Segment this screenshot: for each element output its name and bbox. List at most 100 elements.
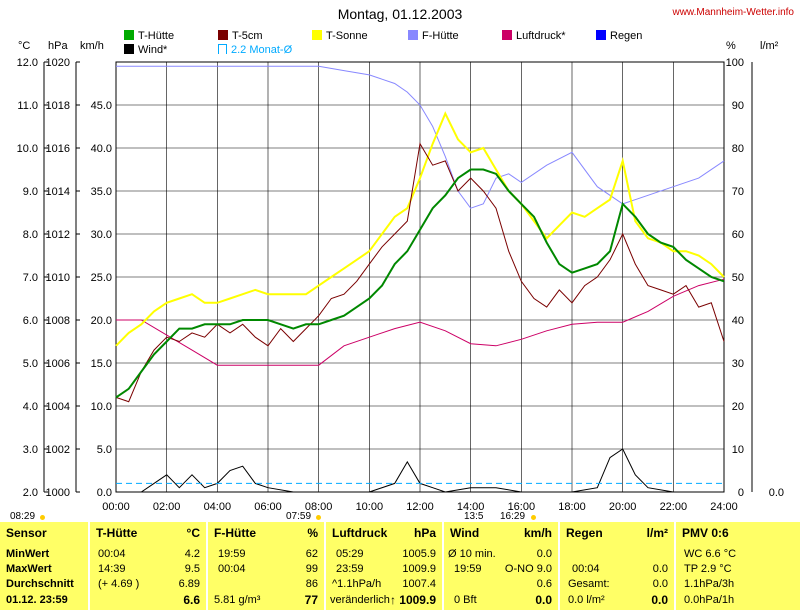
rain-tick-label: 0.0: [769, 487, 784, 499]
t-huette-avg-value: 6.89: [178, 578, 200, 590]
row-label-current: 01.12. 23:59: [6, 594, 68, 606]
hpa-tick-label: 1012: [46, 229, 70, 241]
legend-label: T-Sonne: [326, 30, 368, 42]
weather-chart: 00:00 02:00 04:00 06:00 08:00 10:00 12:00 14:00…: [17, 57, 784, 513]
regen-amount: 0.0 l/m²: [568, 594, 605, 606]
legend-item: T-5cm: [218, 30, 263, 42]
luftdruck-unit: hPa: [413, 526, 436, 540]
wind-avg-value: 0.6: [536, 578, 552, 590]
percent-tick-label: 20: [732, 401, 744, 413]
legend-label: Luftdruck*: [516, 30, 566, 42]
legend-swatch: [312, 30, 322, 40]
wind-unit: km/h: [523, 526, 552, 540]
regen-total-label: Gesamt:: [568, 578, 610, 590]
celsius-tick-label: 6.0: [23, 315, 38, 327]
kmh-tick-label: 5.0: [97, 444, 112, 456]
percent-tick-label: 30: [732, 358, 744, 370]
regen-current-value: 0.0: [651, 593, 668, 607]
series-lines: [115, 65, 725, 493]
regen-unit: l/m²: [646, 526, 668, 540]
luftdruck-trend: ^1.1hPa/h: [332, 578, 382, 590]
legend-item: T-Sonne: [312, 30, 368, 42]
kmh-tick-label: 0.0: [97, 487, 112, 499]
x-tick-label: 14:00: [457, 501, 485, 513]
x-tick-label: 02:00: [153, 501, 181, 513]
sunset-icon: [531, 515, 536, 520]
legend-swatch: [124, 44, 134, 54]
t-huette-current-value: 6.6: [183, 593, 200, 607]
x-tick-label: 16:00: [508, 501, 536, 513]
percent-tick-label: 40: [732, 315, 744, 327]
t-huette-header: T-Hütte: [96, 526, 138, 540]
celsius-tick-label: 2.0: [23, 487, 38, 499]
t-huette-max-value: 9.5: [184, 563, 200, 575]
celsius-tick-label: 3.0: [23, 444, 38, 456]
t-huette-min-time: 00:04: [98, 548, 126, 560]
legend-swatch: [124, 30, 134, 40]
axes: 00:00 02:00 04:00 06:00 08:00 10:00 12:00 14:00…: [17, 57, 784, 513]
x-tick-label: 24:00: [710, 501, 738, 513]
wind-header: Wind: [450, 526, 480, 540]
kmh-tick-label: 15.0: [91, 358, 112, 370]
luftdruck-max-time: 23:59: [336, 563, 364, 575]
x-tick-label: 10:00: [356, 501, 384, 513]
f-huette-unit: %: [307, 526, 318, 540]
sunrise-label: 08:29: [10, 511, 36, 522]
luftdruck-min-value: 1005.9: [402, 548, 436, 560]
regen-max-time: 00:04: [572, 563, 600, 575]
f-huette-column: F-Hütte % 19:59 62 00:04 99 86 5.81 g/m³…: [208, 522, 324, 610]
f-huette-min-value: 62: [305, 548, 318, 560]
kmh-tick-label: 40.0: [91, 143, 112, 155]
kmh-tick-label: 35.0: [91, 186, 112, 198]
kmh-tick-label: 20.0: [91, 315, 112, 327]
f-huette-max-time: 00:04: [218, 563, 246, 575]
sunrise-icon: [40, 515, 45, 520]
luftdruck-avg-value: 1007.4: [402, 578, 436, 590]
f-huette-min-time: 19:59: [218, 548, 246, 560]
hpa-tick-label: 1002: [46, 444, 70, 456]
hpa-tick-label: 1018: [46, 100, 70, 112]
legend-label: T-Hütte: [138, 30, 175, 42]
hpa-tick-label: 1010: [46, 272, 70, 284]
legend-item: 2.2 Monat-Ø: [218, 44, 292, 56]
t-huette-max-time: 14:39: [98, 563, 126, 575]
noon-marker-label: 13:5: [464, 511, 484, 522]
legend-label: Wind*: [138, 44, 168, 56]
celsius-tick-label: 5.0: [23, 358, 38, 370]
f-huette-avg-value: 86: [305, 578, 318, 590]
pmv-pressure-3h: 1.1hPa/3h: [684, 578, 735, 590]
chart-title: Montag, 01.12.2003: [337, 6, 463, 22]
wind-current-value: 0.0: [535, 593, 552, 607]
legend-label: F-Hütte: [422, 30, 459, 42]
hpa-tick-label: 1008: [46, 315, 70, 327]
site-link[interactable]: www.Mannheim-Wetter.info: [672, 7, 794, 18]
series-line-t-h-tte: [115, 168, 725, 399]
luftdruck-column: Luftdruck hPa 05:29 1005.9 23:59 1009.9 …: [326, 522, 442, 610]
sensor-column: Sensor MinWert MaxWert Durchschnitt 01.1…: [0, 522, 88, 610]
luftdruck-tendency: veränderlich: [330, 594, 390, 606]
celsius-tick-label: 9.0: [23, 186, 38, 198]
legend-label: T-5cm: [232, 30, 263, 42]
legend-swatch: [218, 30, 228, 40]
f-huette-header: F-Hütte: [214, 526, 256, 540]
wind-max-value: O-NO 9.0: [504, 563, 552, 575]
pmv-header: PMV 0:6: [682, 526, 729, 540]
percent-tick-label: 90: [732, 100, 744, 112]
celsius-unit-label: °C: [18, 40, 31, 52]
regen-header: Regen: [566, 526, 603, 540]
legend-item: T-Hütte: [124, 30, 174, 42]
kmh-unit-label: km/h: [80, 40, 104, 52]
wind-beaufort: 0 Bft: [454, 594, 477, 606]
hpa-tick-label: 1000: [46, 487, 70, 499]
regen-total-value: 0.0: [652, 578, 668, 590]
wind-max-time: 19:59: [454, 563, 482, 575]
f-huette-current-value: 77: [304, 593, 318, 607]
stats-table: Sensor MinWert MaxWert Durchschnitt 01.1…: [0, 522, 800, 610]
series-line-wind-: [116, 448, 724, 493]
legend-item: Wind*: [124, 44, 167, 56]
kmh-tick-label: 45.0: [91, 100, 112, 112]
wind-avg10-value: 0.0: [536, 548, 552, 560]
hpa-tick-label: 1020: [46, 57, 70, 69]
luftdruck-current-value: ↑ 1009.9: [389, 593, 436, 607]
luftdruck-min-time: 05:29: [336, 548, 364, 560]
